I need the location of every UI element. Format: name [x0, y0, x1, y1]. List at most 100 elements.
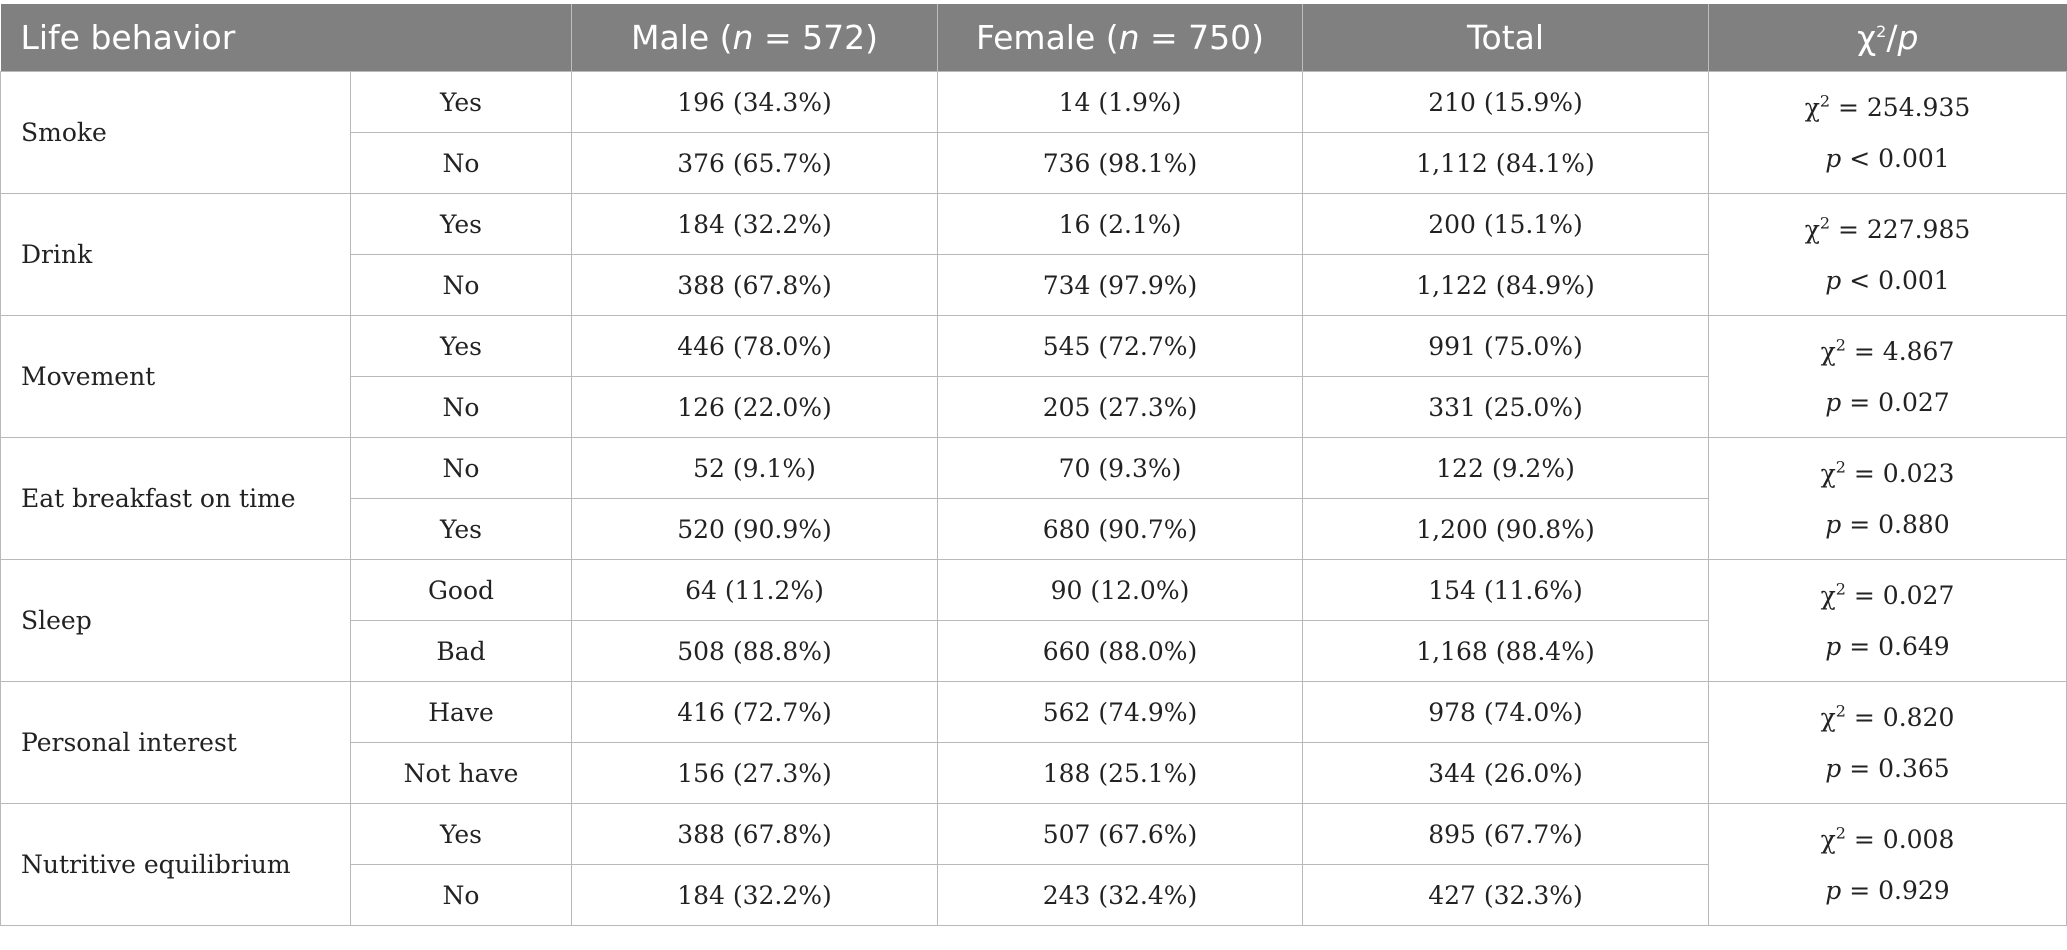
behavior-cell: Nutritive equilibrium [0, 803, 351, 926]
header-chi-p: χ2/p [1708, 4, 2067, 72]
chi-square-value: = 0.027 [1853, 580, 1955, 610]
total-cell: 1,112 (84.1%) [1302, 132, 1709, 194]
header-female-suffix: = 750) [1139, 18, 1265, 57]
header-life-behavior: Life behavior [0, 4, 572, 72]
chi-square-line: χ2 = 0.820 [1709, 692, 2066, 743]
female-cell: 680 (90.7%) [937, 498, 1303, 560]
stat-cell: χ2 = 0.023 p = 0.880 [1708, 437, 2067, 560]
p-letter: p [1825, 143, 1842, 173]
header-total: Total [1302, 4, 1709, 72]
p-letter: p [1825, 631, 1842, 661]
table-header-row: Life behavior Male (n = 572) Female ( n =… [0, 4, 2067, 72]
option-cell: Not have [350, 742, 572, 804]
female-cell: 14 (1.9%) [937, 71, 1303, 133]
table-row: Movement Yes 446 (78.0%) 545 (72.7%) 991 (75… [0, 315, 2067, 438]
table-row: Nutritive equilibrium Yes 388 (67.8%) 507 (… [0, 803, 2067, 926]
header-chi-slash: / [1886, 18, 1898, 57]
male-cell: 64 (11.2%) [571, 559, 938, 621]
female-cell: 188 (25.1%) [937, 742, 1303, 804]
male-cell: 52 (9.1%) [571, 437, 938, 499]
behavior-cell: Sleep [0, 559, 351, 682]
total-cell: 344 (26.0%) [1302, 742, 1709, 804]
total-cell: 427 (32.3%) [1302, 864, 1709, 926]
chi-square-line: χ2 = 0.023 [1709, 448, 2066, 499]
p-value-line: p < 0.001 [1709, 133, 2066, 184]
male-cell: 388 (67.8%) [571, 803, 938, 865]
header-male-n: n [732, 18, 754, 57]
p-value-line: p = 0.649 [1709, 621, 2066, 672]
table-row: No 388 (67.8%) 734 (97.9%) 1,122 (84.9%) [1, 254, 2067, 316]
female-cell: 507 (67.6%) [937, 803, 1303, 865]
life-behavior-table-container: Life behavior Male (n = 572) Female ( n =… [0, 4, 2067, 926]
stat-cell: χ2 = 227.985 p < 0.001 [1708, 193, 2067, 316]
chi-symbol: χ [1804, 92, 1820, 122]
option-cell: Yes [350, 71, 572, 133]
chi-square-line: χ2 = 0.008 [1709, 814, 2066, 865]
table-row: No 184 (32.2%) 243 (32.4%) 427 (32.3%) [1, 864, 2067, 926]
male-cell: 520 (90.9%) [571, 498, 938, 560]
chi-superscript: 2 [1835, 579, 1846, 599]
option-cell: No [350, 437, 572, 499]
p-letter: p [1825, 387, 1842, 417]
chi-superscript: 2 [1835, 701, 1846, 721]
chi-square-line: χ2 = 4.867 [1709, 326, 2066, 377]
female-cell: 545 (72.7%) [937, 315, 1303, 377]
header-chi-p-letter: p [1897, 18, 1919, 57]
chi-superscript: 2 [1835, 335, 1846, 355]
table-row: Sleep Good 64 (11.2%) 90 (12.0%) 154 (11.6%)… [0, 559, 2067, 682]
p-letter: p [1825, 265, 1842, 295]
total-cell: 210 (15.9%) [1302, 71, 1709, 133]
chi-square-value: = 0.008 [1853, 824, 1955, 854]
option-cell: Bad [350, 620, 572, 682]
behavior-cell: Drink [0, 193, 351, 316]
chi-square-line: χ2 = 227.985 [1709, 204, 2066, 255]
female-cell: 205 (27.3%) [937, 376, 1303, 438]
behavior-cell: Eat breakfast on time [0, 437, 351, 560]
table-row: Yes 520 (90.9%) 680 (90.7%) 1,200 (90.8%) [1, 498, 2067, 560]
option-cell: Yes [350, 803, 572, 865]
total-cell: 331 (25.0%) [1302, 376, 1709, 438]
chi-symbol: χ [1804, 214, 1820, 244]
stat-cell: χ2 = 0.027 p = 0.649 [1708, 559, 2067, 682]
header-chi-superscript: 2 [1876, 22, 1887, 41]
p-value-line: p = 0.880 [1709, 499, 2066, 550]
table-row: No 126 (22.0%) 205 (27.3%) 331 (25.0%) [1, 376, 2067, 438]
option-cell: No [350, 254, 572, 316]
total-cell: 154 (11.6%) [1302, 559, 1709, 621]
stat-cell: χ2 = 0.008 p = 0.929 [1708, 803, 2067, 926]
option-cell: Yes [350, 315, 572, 377]
stat-cell: χ2 = 4.867 p = 0.027 [1708, 315, 2067, 438]
total-cell: 978 (74.0%) [1302, 681, 1709, 743]
table-row: Smoke Yes 196 (34.3%) 14 (1.9%) 210 (15.9%) χ… [0, 71, 2067, 194]
behavior-cell: Personal interest [0, 681, 351, 804]
behavior-cell: Smoke [0, 71, 351, 194]
chi-symbol: χ [1820, 580, 1836, 610]
male-cell: 126 (22.0%) [571, 376, 938, 438]
female-cell: 660 (88.0%) [937, 620, 1303, 682]
p-value-line: p = 0.365 [1709, 743, 2066, 794]
chi-square-value: = 0.023 [1853, 458, 1955, 488]
male-cell: 184 (32.2%) [571, 864, 938, 926]
chi-square-line: χ2 = 0.027 [1709, 570, 2066, 621]
table-row: Bad 508 (88.8%) 660 (88.0%) 1,168 (88.4%) [1, 620, 2067, 682]
female-cell: 734 (97.9%) [937, 254, 1303, 316]
female-cell: 16 (2.1%) [937, 193, 1303, 255]
header-male: Male (n = 572) [571, 4, 938, 72]
male-cell: 388 (67.8%) [571, 254, 938, 316]
male-cell: 184 (32.2%) [571, 193, 938, 255]
chi-symbol: χ [1820, 702, 1836, 732]
option-cell: No [350, 132, 572, 194]
chi-square-value: = 4.867 [1853, 336, 1955, 366]
table-body: Smoke Yes 196 (34.3%) 14 (1.9%) 210 (15.9%) χ… [0, 71, 2067, 926]
option-cell: No [350, 864, 572, 926]
p-value: = 0.027 [1849, 387, 1950, 417]
male-cell: 446 (78.0%) [571, 315, 938, 377]
option-cell: Have [350, 681, 572, 743]
p-value-line: p = 0.929 [1709, 865, 2066, 916]
p-value: < 0.001 [1849, 143, 1950, 173]
chi-square-line: χ2 = 254.935 [1709, 82, 2066, 133]
chi-square-value: = 0.820 [1853, 702, 1955, 732]
chi-superscript: 2 [1835, 823, 1846, 843]
stat-cell: χ2 = 254.935 p < 0.001 [1708, 71, 2067, 194]
header-female-prefix: Female ( [975, 18, 1119, 57]
